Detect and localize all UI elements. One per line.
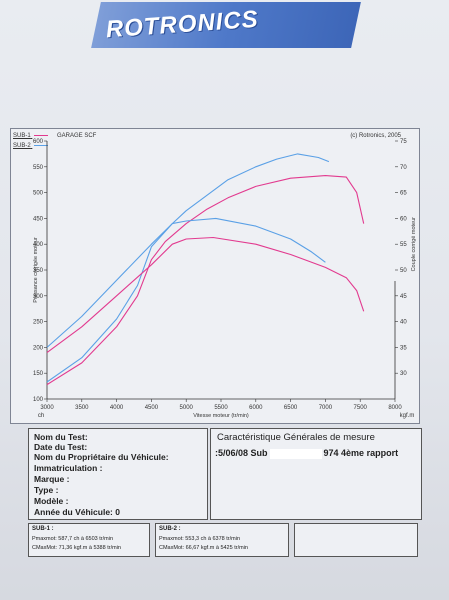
sub1-pmax: Pmaxmot: 587,7 ch à 6503 tr/min bbox=[32, 536, 114, 542]
legend-label: SUB-2 bbox=[13, 143, 31, 149]
sub1-cmax: CMaxMot: 71,36 kgf.m à 5388 tr/min bbox=[32, 545, 121, 551]
info-year: Année du Véhicule: 0 bbox=[34, 507, 120, 517]
sub2-cmax: CMaxMot: 66,67 kgf.m à 5425 tr/min bbox=[159, 545, 248, 551]
y-left-tick-label: 450 bbox=[33, 216, 44, 222]
y-right-tick-label: 35 bbox=[400, 345, 407, 351]
y-right-tick-label: 65 bbox=[400, 191, 407, 197]
sub2-result-box: SUB-2 : Pmaxmot: 553,3 ch à 6378 tr/min … bbox=[155, 523, 289, 557]
chart-frame: GARAGE SCF (c) Rotronics, 2005 SUB-1 SUB… bbox=[10, 128, 420, 424]
y-left-tick-label: 100 bbox=[33, 397, 44, 403]
garage-name: GARAGE SCF bbox=[57, 133, 97, 139]
power-torque-chart: 3000 3500 4000 4500 5000 5500 6000 6500 7000 7500… bbox=[33, 139, 417, 419]
x-tick-label: 7500 bbox=[354, 405, 368, 411]
info-owner: Nom du Propriétaire du Véhicule: bbox=[34, 452, 169, 462]
y-left-tick-label: 350 bbox=[33, 268, 44, 274]
y-left-tick-label: 600 bbox=[33, 139, 44, 145]
info-registration: Immatriculation : bbox=[34, 463, 103, 473]
sub2-pmax: Pmaxmot: 553,3 ch à 6378 tr/min bbox=[159, 536, 241, 542]
y-right-tick-label: 40 bbox=[400, 320, 407, 326]
x-tick-label: 6500 bbox=[284, 405, 298, 411]
y-left-axis-label: Puissance corrigée moteur bbox=[33, 237, 39, 303]
y-right-tick-label: 55 bbox=[400, 242, 407, 248]
spec-prefix: :5/06/08 Sub bbox=[215, 448, 268, 458]
info-test-name: Nom du Test: bbox=[34, 432, 88, 442]
x-tick-label: 6000 bbox=[249, 405, 263, 411]
chart-series bbox=[46, 153, 365, 386]
y-left-tick-label: 300 bbox=[33, 294, 44, 300]
sub2-title: SUB-2 : bbox=[159, 526, 181, 532]
y-left-tick-label: 150 bbox=[33, 371, 44, 377]
spec-title: Caractéristique Générales de mesure bbox=[217, 432, 375, 443]
legend-swatch bbox=[34, 144, 49, 146]
x-tick-label: 5500 bbox=[214, 405, 228, 411]
y-right-axis-label: Couple corrigé moteur bbox=[411, 217, 417, 272]
spec-line: :5/06/08 Sub 974 4ème rapport bbox=[215, 448, 398, 459]
legend-sub2: SUB-2 bbox=[13, 143, 49, 149]
legend-label: SUB-1 bbox=[13, 133, 31, 139]
x-tick-label: 4500 bbox=[145, 405, 159, 411]
y-right-tick-label: 45 bbox=[400, 294, 407, 300]
series-line-sub-2-torque bbox=[46, 217, 326, 348]
sub1-title: SUB-1 : bbox=[32, 526, 54, 532]
info-model: Modèle : bbox=[34, 496, 69, 506]
x-axis-label: Vitesse moteur (tr/min) bbox=[193, 413, 249, 419]
x-tick-label: 4000 bbox=[110, 405, 124, 411]
series-line-sub-1-torque bbox=[46, 236, 365, 354]
y-left-unit: ch bbox=[38, 413, 44, 419]
y-right-unit: kgf.m bbox=[400, 413, 415, 419]
y-right-tick-label: 75 bbox=[400, 139, 407, 145]
info-test-date: Date du Test: bbox=[34, 442, 88, 452]
legend-sub1: SUB-1 bbox=[13, 133, 49, 139]
x-tick-label: 3500 bbox=[75, 405, 89, 411]
y-right-tick-label: 30 bbox=[400, 371, 407, 377]
vehicle-info-box: Nom du Test: Date du Test: Nom du Propri… bbox=[28, 428, 208, 520]
series-line-sub-1-power bbox=[46, 175, 365, 386]
measurement-spec-box: Caractéristique Générales de mesure :5/0… bbox=[210, 428, 422, 520]
info-type: Type : bbox=[34, 485, 59, 495]
series-line-sub-2-power bbox=[46, 153, 330, 383]
x-tick-label: 8000 bbox=[388, 405, 402, 411]
x-tick-label: 3000 bbox=[40, 405, 54, 411]
empty-result-box bbox=[294, 523, 418, 557]
y-right-tick-label: 70 bbox=[400, 165, 407, 171]
info-make: Marque : bbox=[34, 474, 70, 484]
y-left-tick-label: 500 bbox=[33, 191, 44, 197]
x-tick-label: 5000 bbox=[180, 405, 194, 411]
spec-suffix: 974 4ème rapport bbox=[323, 448, 399, 458]
legend-swatch bbox=[34, 134, 49, 136]
y-right-tick-label: 60 bbox=[400, 216, 407, 222]
y-left-tick-label: 550 bbox=[33, 165, 44, 171]
sub1-result-box: SUB-1 : Pmaxmot: 587,7 ch à 6503 tr/min … bbox=[28, 523, 150, 557]
copyright-text: (c) Rotronics, 2005 bbox=[350, 133, 401, 139]
chart-axes: 3000 3500 4000 4500 5000 5500 6000 6500 7000 7500… bbox=[33, 139, 417, 419]
y-left-tick-label: 250 bbox=[33, 320, 44, 326]
x-tick-label: 7000 bbox=[319, 405, 333, 411]
y-right-tick-label: 50 bbox=[400, 268, 407, 274]
y-left-tick-label: 200 bbox=[33, 345, 44, 351]
redaction-block bbox=[269, 448, 322, 459]
y-left-tick-label: 400 bbox=[33, 242, 44, 248]
